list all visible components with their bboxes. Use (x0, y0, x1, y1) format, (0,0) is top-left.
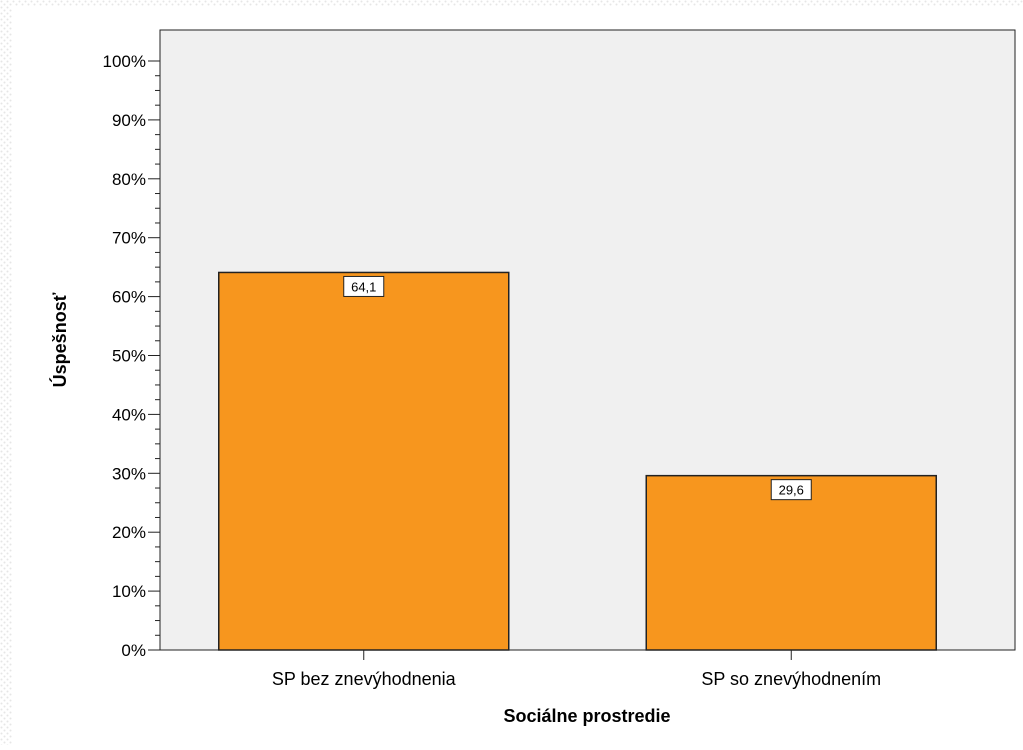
bar-value-label-box (770, 479, 812, 501)
x-tick-label: SP so znevýhodnením (701, 669, 881, 689)
y-tick-label: 20% (112, 523, 146, 542)
page-frame-top (0, 0, 1023, 6)
y-tick-label: 10% (112, 582, 146, 601)
y-tick-label: 100% (103, 52, 146, 71)
x-tick-label: SP bez znevýhodnenia (272, 669, 457, 689)
y-axis-title: Úspešnosť (49, 292, 70, 387)
y-tick-label: 70% (112, 229, 146, 248)
bar-value-label: 29,6 (779, 483, 804, 498)
bar-value-label: 64,1 (351, 279, 376, 294)
bar (645, 474, 937, 651)
y-tick-label: 60% (112, 288, 146, 307)
y-tick-label: 50% (112, 347, 146, 366)
page-frame-left (0, 0, 12, 745)
y-tick-label: 80% (112, 170, 146, 189)
x-axis-tick-labels: SP bez znevýhodnenia SP so znevýhodnením (272, 650, 881, 689)
y-tick-label: 30% (112, 464, 146, 483)
y-axis-ticks: 0% 10% 20% 30% 40% 50% 60% 70% 80% 90% 100% (103, 52, 160, 660)
y-tick-label: 90% (112, 111, 146, 130)
bar-value-label-box (343, 275, 385, 297)
bar (218, 271, 510, 651)
x-axis-title: Sociálne prostredie (503, 706, 670, 726)
bars: 64,1 29,6 (218, 271, 937, 651)
y-tick-label: 40% (112, 405, 146, 424)
y-tick-label: 0% (121, 641, 146, 660)
